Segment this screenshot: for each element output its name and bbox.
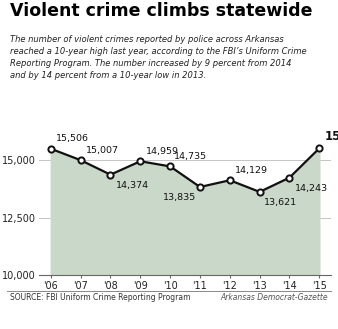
Point [108, 172, 113, 177]
Text: 14,959: 14,959 [146, 147, 179, 156]
Text: Violent crime climbs statewide: Violent crime climbs statewide [10, 2, 313, 20]
Text: 14,374: 14,374 [116, 181, 149, 190]
Text: 13,835: 13,835 [163, 193, 196, 202]
Text: 14,735: 14,735 [174, 152, 208, 161]
Text: 15,526: 15,526 [325, 130, 338, 143]
Point [78, 158, 83, 163]
Point [167, 164, 173, 169]
Text: The number of violent crimes reported by police across Arkansas
reached a 10-yea: The number of violent crimes reported by… [10, 35, 307, 80]
Text: 14,243: 14,243 [295, 184, 328, 193]
Text: Arkansas Democrat-Gazette: Arkansas Democrat-Gazette [220, 293, 328, 302]
Point [317, 146, 322, 151]
Point [48, 146, 53, 151]
Point [197, 184, 203, 190]
Text: 15,007: 15,007 [86, 146, 119, 155]
Text: 13,621: 13,621 [264, 198, 297, 207]
Point [138, 159, 143, 164]
Point [227, 178, 233, 183]
Text: 14,129: 14,129 [235, 166, 268, 175]
Point [257, 189, 262, 194]
Point [287, 175, 292, 180]
Text: 15,506: 15,506 [56, 134, 89, 143]
Text: SOURCE: FBI Uniform Crime Reporting Program: SOURCE: FBI Uniform Crime Reporting Prog… [10, 293, 191, 302]
